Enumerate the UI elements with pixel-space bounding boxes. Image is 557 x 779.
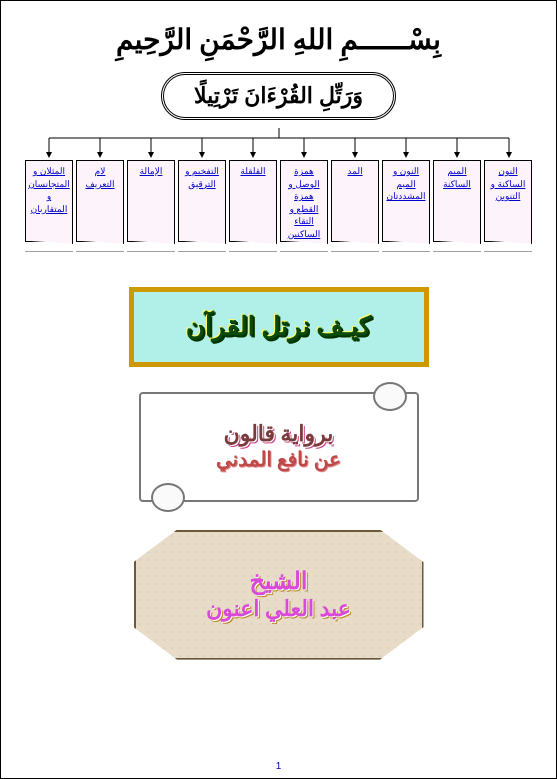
child-node[interactable]: الإمالة	[127, 160, 175, 252]
child-node[interactable]: الميم الساكنة	[433, 160, 481, 252]
title-banner: كيـف نرتل القرآن	[129, 287, 429, 367]
children-row: النون الساكنة و التنوين الميم الساكنة ال…	[13, 160, 544, 252]
scroll-line-1: برواية قالون	[224, 421, 334, 447]
bismillah-heading: بِسْــــــمِ اللهِ الرَّحْمَنِ الرَّحِيم…	[13, 23, 544, 57]
child-node[interactable]: لام التعريف	[76, 160, 124, 252]
narration-scroll: برواية قالون عن نافع المدني	[139, 392, 419, 502]
child-node[interactable]: المثلان و المتجانسان و المتقاربان	[25, 160, 73, 252]
root-node: وَرَتِّلِ القُرْءَانَ تَرْتِيلًا	[161, 72, 396, 120]
tree-connectors	[19, 128, 539, 160]
page-number: 1	[276, 761, 282, 772]
child-node[interactable]: القلقلة	[229, 160, 277, 252]
octagon-line-1: الشيخ	[249, 567, 307, 596]
scroll-line-2: عن نافع المدني	[216, 447, 341, 472]
child-node[interactable]: النون الساكنة و التنوين	[484, 160, 532, 252]
child-node[interactable]: النون و الميم المشددتان	[382, 160, 430, 252]
octagon-line-2: عبد العلي اعنون	[206, 596, 351, 622]
child-node[interactable]: همزة الوصل و همزة القطع و التقاء الساكني…	[280, 160, 328, 252]
child-node[interactable]: التفخيم و الترقيق	[178, 160, 226, 252]
child-node[interactable]: المد	[331, 160, 379, 252]
author-octagon: الشيخ عبد العلي اعنون	[134, 530, 424, 660]
